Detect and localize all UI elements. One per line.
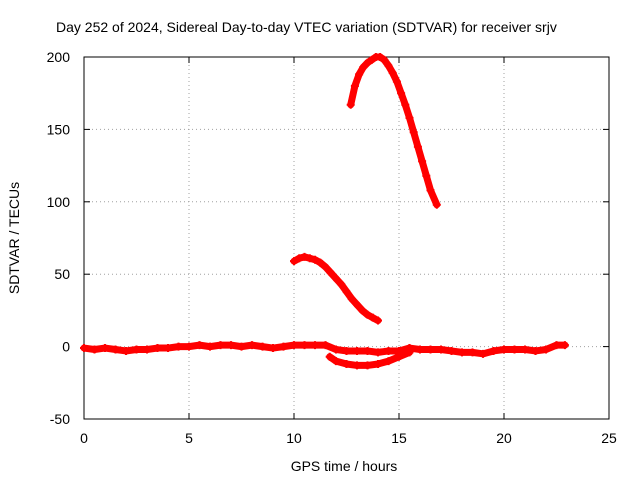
- data-series-4: [346, 53, 441, 209]
- y-tick-label: 150: [47, 121, 71, 137]
- chart-title: Day 252 of 2024, Sidereal Day-to-day VTE…: [56, 19, 557, 35]
- data-point: [560, 341, 569, 350]
- y-tick-label: 100: [47, 194, 71, 210]
- y-tick-label: 50: [54, 266, 70, 282]
- y-tick-label: -50: [50, 411, 70, 427]
- x-tick-label: 10: [286, 430, 302, 446]
- plot-frame: [83, 56, 610, 420]
- y-tick-label: 200: [47, 49, 71, 65]
- x-tick-label: 20: [496, 430, 512, 446]
- y-axis-label: SDTVAR / TECUs: [6, 182, 22, 294]
- x-tick-label: 0: [80, 430, 88, 446]
- x-axis-label: GPS time / hours: [291, 458, 398, 474]
- data-series-2: [325, 348, 414, 370]
- data-series-1: [80, 341, 569, 358]
- data-points: [80, 53, 569, 370]
- x-tick-label: 25: [601, 430, 617, 446]
- axis-ticks: 0 5 10 15 20 25 -50 0 50 100 150 200: [47, 49, 617, 446]
- data-series-3: [290, 252, 382, 325]
- grid-lines: [84, 57, 609, 419]
- x-tick-label: 15: [391, 430, 407, 446]
- data-point: [374, 316, 382, 325]
- data-point: [432, 200, 441, 209]
- y-tick-label: 0: [62, 339, 70, 355]
- x-tick-label: 5: [185, 430, 193, 446]
- data-trace-segment: [427, 186, 441, 209]
- data-point: [405, 348, 414, 357]
